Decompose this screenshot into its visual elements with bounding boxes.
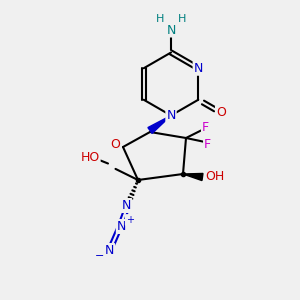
Text: O: O: [111, 137, 120, 151]
Polygon shape: [148, 116, 171, 134]
Text: N: N: [166, 109, 176, 122]
Text: N: N: [105, 244, 114, 257]
Text: N: N: [194, 62, 203, 75]
Text: N: N: [122, 199, 131, 212]
Text: +: +: [126, 215, 134, 225]
Text: F: F: [202, 121, 209, 134]
Text: N: N: [166, 23, 176, 37]
Text: −: −: [95, 251, 105, 261]
Text: H: H: [178, 14, 187, 24]
Text: N: N: [117, 220, 126, 233]
Polygon shape: [183, 173, 203, 181]
Text: OH: OH: [205, 170, 224, 184]
Text: HO: HO: [80, 151, 100, 164]
Text: O: O: [216, 106, 226, 119]
Text: H: H: [155, 14, 164, 24]
Text: F: F: [204, 137, 211, 151]
